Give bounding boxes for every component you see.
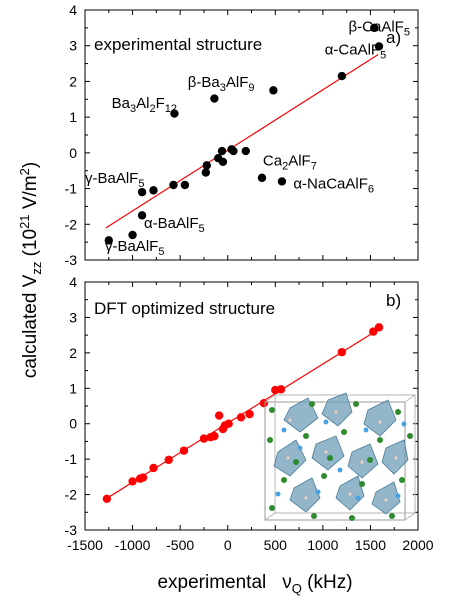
x-tick-label: 2000 xyxy=(402,537,433,553)
data-point xyxy=(374,42,384,51)
data-point xyxy=(236,413,246,422)
y-tick-label: -2 xyxy=(65,216,78,232)
data-point xyxy=(217,146,227,156)
data-point xyxy=(245,409,254,419)
y-tick-label: 0 xyxy=(69,145,77,161)
y-tick-label: -1 xyxy=(65,181,78,197)
data-point xyxy=(241,146,250,156)
y-tick-label: 3 xyxy=(69,309,77,325)
x-tick-label: 500 xyxy=(264,537,288,553)
data-point xyxy=(337,71,347,81)
data-point xyxy=(179,446,189,455)
y-tick-label: 1 xyxy=(69,380,77,396)
y-tick-label: -2 xyxy=(65,487,78,503)
data-point xyxy=(214,411,224,420)
compound-label: α-BaAlF5 xyxy=(144,215,205,235)
y-tick-label: 0 xyxy=(69,416,77,432)
x-tick-label: -1000 xyxy=(115,537,151,553)
y-tick-label: 2 xyxy=(69,73,77,89)
panel-a-fit-line xyxy=(105,54,379,229)
y-tick-label: 1 xyxy=(69,109,77,125)
data-point xyxy=(201,168,211,177)
compound-label: α-CaAlF5 xyxy=(325,42,386,62)
x-tick-label: 1000 xyxy=(307,537,338,553)
y-tick-label: 4 xyxy=(69,2,77,18)
data-point xyxy=(138,473,148,482)
data-point xyxy=(104,236,113,245)
x-tick-label: 0 xyxy=(224,537,232,553)
data-point xyxy=(374,323,384,332)
data-point xyxy=(276,385,286,394)
compound-label: β-Ba3AlF9 xyxy=(188,74,255,94)
data-point xyxy=(199,434,209,443)
data-point xyxy=(137,187,147,197)
panel-a-title: experimental structure xyxy=(94,35,262,54)
compound-label: β-CaAlF5 xyxy=(349,18,410,38)
data-point xyxy=(210,94,219,103)
data-point xyxy=(128,230,137,240)
panel-a-ticks: 4 3 2 1 0 -1 -2 -3 xyxy=(65,2,419,268)
panel-b-label: b) xyxy=(386,291,401,310)
y-tick-label: -1 xyxy=(65,451,78,467)
data-point xyxy=(169,180,178,190)
y-tick-label: 3 xyxy=(69,38,77,54)
data-point xyxy=(224,419,233,428)
data-point xyxy=(370,23,379,33)
panel-a: experimental structure a) 4 3 2 1 0 -1 -2 -3 β-… xyxy=(65,2,419,268)
data-point xyxy=(149,463,158,473)
x-tick-label: -1500 xyxy=(67,537,103,553)
data-point xyxy=(229,146,238,156)
x-axis-label: experimental νQ (kHz) xyxy=(157,572,352,596)
compound-label: Ba3Al2F12 xyxy=(112,95,177,115)
panel-a-points xyxy=(104,23,384,245)
panel-b: DFT optimized structure b) -1500 -1000 -50… xyxy=(65,274,434,553)
panel-a-label: a) xyxy=(386,28,401,47)
compound-label: α-NaCaAlF6 xyxy=(293,176,374,196)
data-point xyxy=(180,180,190,190)
data-point xyxy=(257,173,267,183)
data-point xyxy=(269,86,278,95)
panel-b-ticks: -1500 -1000 -500 0 500 1000 1500 2000 4 3 2 1 0 -1 -2 -… xyxy=(65,274,434,553)
data-point xyxy=(149,186,158,195)
x-tick-label: 1500 xyxy=(355,537,386,553)
data-point xyxy=(164,455,173,465)
data-point xyxy=(337,347,347,357)
compound-label: γ-BaAlF5 xyxy=(85,170,144,190)
y-tick-label: 2 xyxy=(69,345,77,361)
data-point xyxy=(277,177,287,186)
compound-label: γ-BaAlF5 xyxy=(105,238,164,258)
data-point xyxy=(218,157,228,166)
y-tick-label: 4 xyxy=(69,274,77,290)
data-point xyxy=(369,327,378,336)
data-point xyxy=(210,431,219,441)
compound-label: Ca2AlF7 xyxy=(263,152,317,172)
data-point xyxy=(137,211,147,220)
data-point xyxy=(102,494,112,504)
crystal-structure-image xyxy=(264,392,416,521)
panel-a-annotations: β-CaAlF5 α-CaAlF5 β-Ba3AlF9 Ba3Al2F12 Ca2AlF… xyxy=(85,18,410,258)
data-point xyxy=(170,109,179,118)
y-tick-label: -3 xyxy=(65,522,78,538)
fit-line xyxy=(105,54,379,229)
y-tick-label: -3 xyxy=(65,252,78,268)
panel-b-frame xyxy=(84,281,419,531)
x-tick-label: -500 xyxy=(166,537,194,553)
data-point xyxy=(202,161,211,170)
data-point xyxy=(128,477,137,486)
y-axis-label: calculated Vzz (1021 V/m2) xyxy=(17,162,44,378)
panel-b-title: DFT optimized structure xyxy=(94,299,275,318)
